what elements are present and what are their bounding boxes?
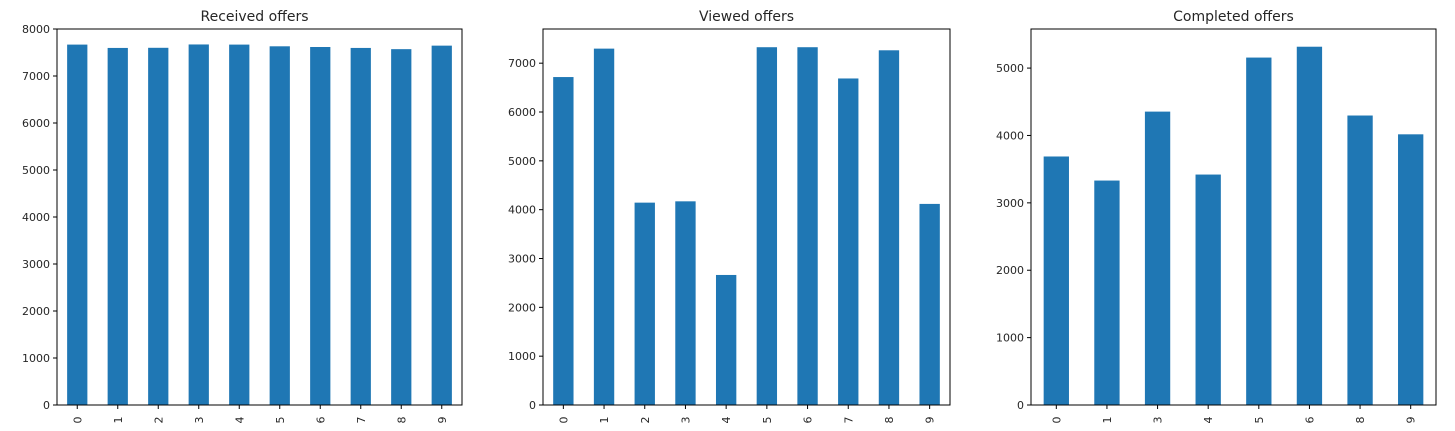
bar-5 xyxy=(756,47,778,406)
x-tick-label: 1 xyxy=(1101,417,1114,424)
bar-5 xyxy=(269,46,290,406)
x-tick-label: 0 xyxy=(71,417,84,424)
bar-3 xyxy=(675,201,696,405)
y-tick-label: 1000 xyxy=(22,352,50,365)
bar-7 xyxy=(838,78,859,405)
y-tick-label: 8000 xyxy=(22,23,50,36)
y-tick-label: 3000 xyxy=(996,197,1024,210)
chart-completed-offers: Completed offers 0 1 3 4 5 6 8 9 0 1000 2000 3000 40… xyxy=(996,9,1437,424)
y-tick-label: 3000 xyxy=(508,253,536,266)
y-tick-label: 1000 xyxy=(996,332,1024,345)
bar-2 xyxy=(148,47,169,406)
x-tick-label: 3 xyxy=(679,417,692,424)
x-tick-label: 2 xyxy=(639,417,652,424)
y-tick-label: 0 xyxy=(43,399,50,412)
x-tick-label: 5 xyxy=(274,417,287,424)
x-tick-label: 1 xyxy=(598,417,611,424)
bar-8 xyxy=(878,50,900,405)
x-tick-label: 9 xyxy=(1405,417,1418,424)
bar-0 xyxy=(553,77,574,406)
bar-6 xyxy=(797,47,818,406)
bar-4 xyxy=(1195,174,1221,405)
bar-7 xyxy=(350,47,371,405)
x-tick-label: 5 xyxy=(761,417,774,424)
bar-1 xyxy=(1094,180,1120,405)
x-tick-label: 4 xyxy=(233,417,246,424)
x-tick-label: 3 xyxy=(1152,417,1165,424)
x-tick-label: 6 xyxy=(314,417,327,424)
x-tick-label: 9 xyxy=(436,417,449,424)
bar-3 xyxy=(1144,111,1171,406)
y-tick-label: 1000 xyxy=(508,350,536,363)
y-tick-label: 5000 xyxy=(996,62,1024,75)
x-tick-label: 0 xyxy=(557,417,570,424)
y-tick-label: 2000 xyxy=(996,264,1024,277)
bar-4 xyxy=(715,274,737,405)
x-tick-label: 4 xyxy=(1202,417,1215,424)
x-tick-label: 8 xyxy=(883,417,896,424)
bar-9 xyxy=(1398,134,1424,405)
bar-9 xyxy=(431,45,452,405)
x-tick-label: 1 xyxy=(112,417,125,424)
x-tick-label: 7 xyxy=(355,417,368,424)
x-tick-label: 2 xyxy=(152,417,165,424)
plot-frame xyxy=(56,28,463,406)
plot-frame xyxy=(1030,28,1437,406)
chart-received-offers: Received offers 0 1 2 3 4 5 6 7 8 9 0 1000 2000 3000 4… xyxy=(22,9,463,424)
x-tick-label: 8 xyxy=(1354,417,1367,424)
bar-1 xyxy=(107,47,128,405)
y-tick-label: 3000 xyxy=(22,258,50,271)
x-tick-label: 8 xyxy=(395,417,408,424)
chart-title: Completed offers xyxy=(1173,9,1294,25)
plot-frame xyxy=(542,28,951,406)
bar-0 xyxy=(1043,156,1069,405)
x-tick-label: 4 xyxy=(720,417,733,424)
x-tick-label: 9 xyxy=(924,417,937,424)
y-tick-label: 5000 xyxy=(508,155,536,168)
chart-title: Received offers xyxy=(200,9,308,25)
chart-viewed-offers: Viewed offers 0 1 2 3 4 5 6 7 8 9 0 1000 2000 3000 400… xyxy=(508,9,951,424)
y-tick-label: 2000 xyxy=(508,301,536,314)
bar-1 xyxy=(593,48,615,405)
bar-8 xyxy=(1347,115,1373,406)
x-tick-label: 6 xyxy=(802,417,815,424)
x-tick-label: 3 xyxy=(193,417,206,424)
bar-5 xyxy=(1246,57,1272,405)
y-tick-label: 6000 xyxy=(22,117,50,130)
bar-0 xyxy=(67,44,88,405)
x-tick-label: 7 xyxy=(842,417,855,424)
bar-3 xyxy=(188,44,209,406)
bar-8 xyxy=(391,49,412,405)
y-tick-label: 4000 xyxy=(22,211,50,224)
bar-4 xyxy=(229,44,250,405)
x-tick-label: 0 xyxy=(1050,417,1063,424)
y-tick-label: 4000 xyxy=(996,129,1024,142)
y-tick-label: 4000 xyxy=(508,204,536,217)
bar-9 xyxy=(919,203,940,405)
x-tick-label: 5 xyxy=(1253,417,1266,424)
y-tick-label: 2000 xyxy=(22,305,50,318)
x-tick-label: 6 xyxy=(1303,417,1316,424)
bar-2 xyxy=(634,202,655,405)
chart-title: Viewed offers xyxy=(699,9,794,25)
bar-6 xyxy=(310,47,331,405)
y-tick-label: 5000 xyxy=(22,164,50,177)
y-tick-label: 7000 xyxy=(508,57,536,70)
y-tick-label: 0 xyxy=(1017,399,1024,412)
y-tick-label: 0 xyxy=(529,399,536,412)
y-tick-label: 6000 xyxy=(508,106,536,119)
bar-6 xyxy=(1296,46,1323,405)
y-tick-label: 7000 xyxy=(22,70,50,83)
